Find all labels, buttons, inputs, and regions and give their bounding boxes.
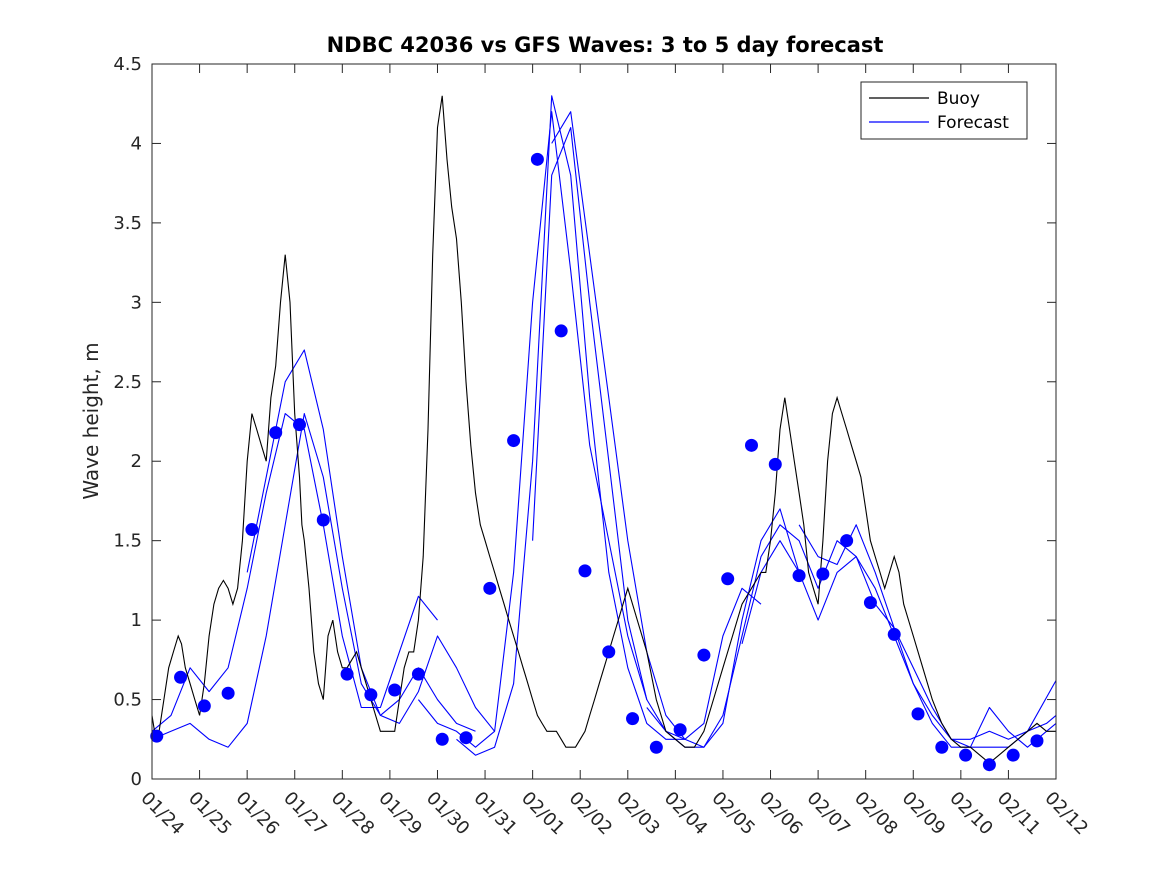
forecast-marker bbox=[364, 688, 378, 702]
forecast-marker bbox=[911, 707, 925, 721]
forecast-marker bbox=[578, 564, 592, 578]
forecast-marker bbox=[221, 686, 235, 700]
forecast-marker bbox=[982, 758, 996, 772]
forecast-marker bbox=[721, 572, 735, 586]
forecast-marker bbox=[316, 513, 330, 527]
y-tick-label: 3 bbox=[131, 292, 142, 313]
forecast-marker bbox=[626, 712, 640, 726]
plot-frame bbox=[151, 63, 1057, 780]
y-axis-label: Wave height, m bbox=[79, 342, 103, 499]
legend-forecast-label: Forecast bbox=[937, 113, 1009, 133]
forecast-marker bbox=[197, 699, 211, 713]
forecast-marker bbox=[459, 731, 473, 745]
series-group bbox=[150, 95, 1057, 772]
forecast-marker bbox=[245, 523, 259, 537]
forecast-marker bbox=[887, 627, 901, 641]
forecast-marker bbox=[507, 434, 521, 448]
forecast-marker bbox=[792, 569, 806, 583]
forecast-line-6 bbox=[532, 127, 762, 740]
forecast-line-8 bbox=[646, 524, 1057, 748]
forecast-marker bbox=[697, 648, 711, 662]
forecast-marker bbox=[768, 457, 782, 471]
forecast-marker bbox=[1030, 734, 1044, 748]
forecast-marker bbox=[959, 748, 973, 762]
chart-title: NDBC 42036 vs GFS Waves: 3 to 5 day fore… bbox=[327, 33, 884, 57]
y-tick-label: 0.5 bbox=[113, 690, 142, 711]
forecast-marker bbox=[1006, 748, 1020, 762]
forecast-marker bbox=[150, 729, 164, 743]
forecast-line-4 bbox=[417, 111, 648, 748]
legend-box bbox=[860, 81, 1028, 140]
y-tick-label: 2.5 bbox=[113, 372, 142, 393]
legend: Buoy Forecast bbox=[860, 81, 1028, 140]
forecast-marker bbox=[292, 418, 306, 432]
forecast-marker bbox=[530, 152, 544, 166]
forecast-marker bbox=[935, 740, 949, 754]
y-tick-label: 1 bbox=[131, 610, 142, 631]
y-tick-label: 4 bbox=[131, 133, 142, 154]
forecast-marker bbox=[840, 534, 854, 548]
forecast-marker bbox=[744, 438, 758, 452]
forecast-line-5 bbox=[456, 95, 685, 756]
y-tick-label: 1.5 bbox=[113, 531, 142, 552]
forecast-marker bbox=[269, 426, 283, 440]
forecast-marker bbox=[863, 596, 877, 610]
forecast-line-9 bbox=[741, 540, 1057, 748]
forecast-line-10 bbox=[798, 524, 1057, 740]
y-tick-label: 2 bbox=[131, 451, 142, 472]
y-tick-label: 4.5 bbox=[113, 54, 142, 75]
legend-buoy-label: Buoy bbox=[937, 89, 980, 109]
forecast-marker bbox=[554, 324, 568, 338]
forecast-marker bbox=[435, 732, 449, 746]
y-tick-label: 0 bbox=[131, 769, 142, 790]
forecast-marker bbox=[174, 670, 188, 684]
buoy-line bbox=[151, 95, 1056, 764]
forecast-marker bbox=[411, 667, 425, 681]
forecast-marker bbox=[673, 723, 687, 737]
forecast-marker bbox=[602, 645, 616, 659]
forecast-marker bbox=[483, 581, 497, 595]
forecast-marker bbox=[649, 740, 663, 754]
forecast-marker bbox=[816, 567, 830, 581]
y-tick-label: 3.5 bbox=[113, 213, 142, 234]
forecast-marker bbox=[388, 683, 402, 697]
forecast-marker bbox=[340, 667, 354, 681]
